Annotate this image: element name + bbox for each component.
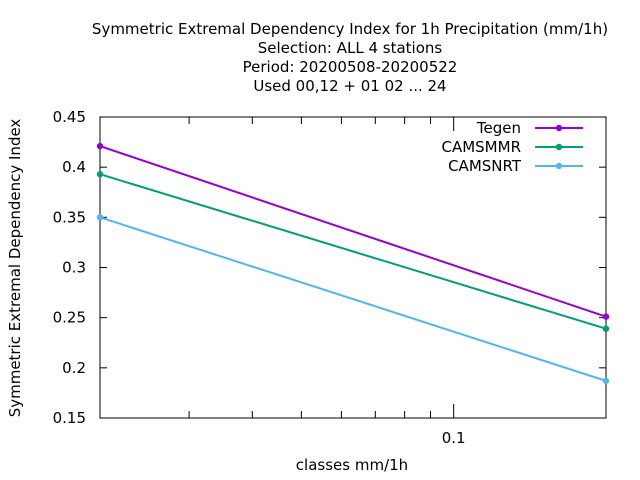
legend-label-camsmmr: CAMSMMR [441,138,521,156]
plot-frame [99,116,607,419]
y-axis-label: Symmetric Extremal Dependency Index [6,119,24,418]
series-line-camsmmr [99,173,607,330]
legend-marker-camsnrt [555,162,563,170]
x-axis: 0.1 [99,117,607,447]
title-line: Period: 20200508-20200522 [243,58,458,76]
title-line: Symmetric Extremal Dependency Index for … [92,20,608,38]
title-line: Selection: ALL 4 stations [258,39,443,57]
y-tick-label: 0.3 [62,259,86,277]
y-tick-label: 0.25 [53,309,86,327]
y-tick-label: 0.35 [53,208,86,226]
data-point-camsnrt [96,214,104,221]
data-point-camsnrt [602,377,610,385]
y-axis: 0.15 0.2 0.25 0.3 0.35 0.4 0.45 [53,108,606,427]
data-point-tegen [96,142,104,150]
legend-marker-camsmmr [555,143,563,151]
data-point-camsmmr [602,325,610,332]
y-tick-label: 0.2 [62,359,86,377]
y-tick-label: 0.45 [53,108,86,126]
legend-label-tegen: Tegen [476,119,521,137]
title-line: Used 00,12 + 01 02 ... 24 [253,77,446,95]
legend-label-camsnrt: CAMSNRT [448,157,522,175]
series-line-camsnrt [99,216,607,382]
data-point-tegen [602,313,610,320]
series-line-tegen [99,145,607,318]
x-axis-label: classes mm/1h [296,456,408,474]
y-tick-label: 0.4 [62,158,86,176]
y-tick-label: 0.15 [53,409,86,427]
data-point-camsmmr [96,170,104,178]
legend-marker-tegen [555,124,563,132]
series-group [96,142,610,385]
chart-title: Symmetric Extremal Dependency Index for … [92,20,608,95]
x-tick-label: 0.1 [442,429,466,447]
